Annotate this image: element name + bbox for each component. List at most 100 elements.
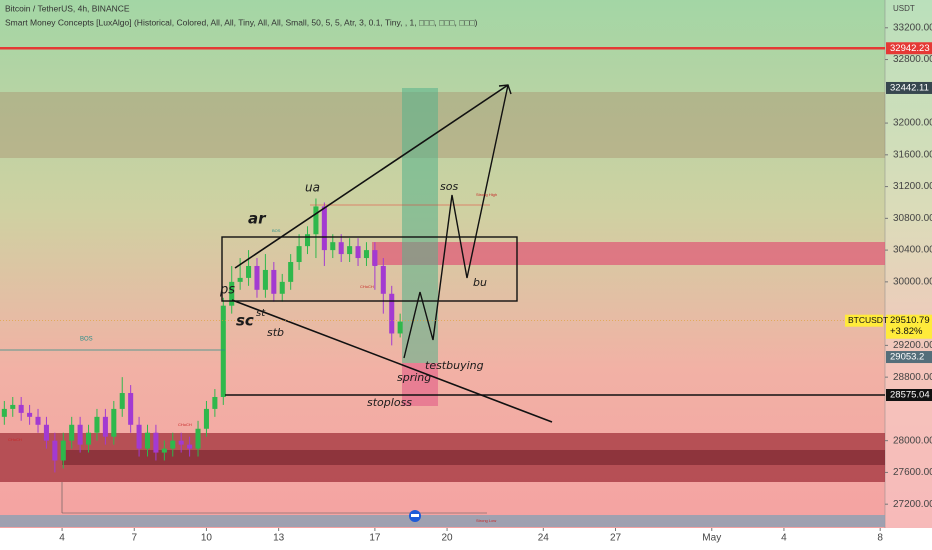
x-tick-label: 27: [610, 533, 622, 544]
candle-body: [363, 250, 369, 259]
price-badge-label: 32442.11: [890, 82, 929, 93]
candle-body: [397, 321, 403, 334]
candle-body: [237, 277, 243, 282]
x-tick-label: 24: [538, 533, 550, 544]
x-tick-label: 13: [273, 533, 285, 544]
candle-body: [161, 448, 167, 453]
supply-zone: [0, 92, 885, 158]
annotation: CHoCH: [178, 422, 192, 427]
candle-body: [94, 416, 100, 433]
candle-body: [144, 432, 151, 449]
candle-body: [10, 404, 16, 409]
candle-body: [86, 432, 92, 445]
y-tick-label: 33200.00: [893, 22, 932, 33]
annotation: sc: [236, 312, 254, 330]
annotation: testbuying: [425, 359, 484, 372]
candle-body: [229, 281, 235, 306]
annotation: BOS: [80, 337, 93, 343]
candle-body: [128, 393, 134, 425]
price-badge-label: 32942.23: [890, 43, 930, 54]
range-box: [221, 236, 518, 302]
candle-body: [69, 424, 75, 441]
annotation: ua: [305, 181, 320, 195]
symbol-badge: [845, 314, 883, 327]
candle-body: [220, 305, 226, 397]
y-tick-label: 27200.00: [893, 499, 932, 510]
annotation: Strong High: [476, 192, 497, 197]
x-tick-label: 7: [131, 533, 137, 544]
y-tick-label: 31200.00: [893, 181, 932, 192]
y-tick-label: 28000.00: [893, 435, 932, 446]
candle-body: [347, 246, 353, 255]
candle-body: [321, 206, 327, 251]
candle-body: [330, 242, 336, 251]
candle-body: [212, 396, 218, 409]
candle-body: [372, 250, 378, 266]
demand-band: [62, 450, 885, 465]
candle-body: [279, 281, 285, 294]
annotation: stoploss: [367, 396, 412, 409]
x-tick-label: 17: [369, 533, 381, 544]
risk-box: [402, 363, 438, 406]
annotation: sos: [440, 180, 458, 193]
x-tick-label: 20: [442, 533, 454, 544]
annotation: bu: [473, 276, 487, 289]
y-tick-label: 27600.00: [893, 467, 932, 478]
candle-body: [203, 408, 209, 429]
annotation: CHoCH: [360, 284, 374, 289]
candle-body: [246, 265, 252, 278]
candle-body: [271, 269, 277, 294]
time-axis: [0, 528, 932, 550]
candle-body: [262, 269, 268, 290]
price-badge: [886, 351, 932, 364]
candle-body: [52, 440, 58, 461]
candle-body: [178, 440, 184, 445]
y-tick-label: 28800.00: [893, 372, 932, 383]
annotation: CHoCH: [8, 437, 22, 442]
candle-body: [60, 440, 66, 461]
candle-body: [389, 293, 395, 334]
candle-body: [18, 404, 24, 413]
candle-body: [27, 412, 33, 417]
x-tick-label: May: [702, 533, 721, 544]
candle-body: [119, 393, 125, 409]
annotation: Strong Low: [476, 518, 496, 523]
candle-body: [102, 416, 108, 437]
annotation: spring: [397, 371, 431, 384]
candle-body: [187, 444, 193, 449]
candle-body: [1, 408, 7, 417]
price-badge: [886, 81, 932, 94]
trend-line: [231, 299, 553, 423]
candle-body: [288, 262, 294, 282]
y-tick-label: 32000.00: [893, 118, 932, 129]
price-badge: [886, 389, 932, 402]
y-tick-label: 32800.00: [893, 54, 932, 65]
indicator-strip: [0, 515, 885, 527]
annotation: st: [256, 308, 266, 319]
candle-body: [338, 242, 344, 255]
x-tick-label: 8: [877, 533, 883, 544]
y-tick-label: 29200.00: [893, 340, 932, 351]
candle-body: [77, 424, 83, 445]
x-tick-label: 4: [59, 533, 65, 544]
currency-label: USDT: [893, 4, 915, 13]
candle-body: [35, 416, 41, 425]
price-badge: [886, 314, 932, 339]
chart-title: Bitcoin / TetherUS, 4h, BINANCE: [5, 3, 130, 13]
indicator-title: Smart Money Concepts [LuxAlgo] (Historic…: [5, 17, 478, 27]
candle-body: [170, 440, 176, 449]
x-tick-label: 10: [201, 533, 213, 544]
annotation: BOS: [272, 228, 281, 233]
candle-body: [111, 408, 117, 437]
trend-line: [234, 84, 509, 269]
candle-body: [313, 206, 319, 235]
event-flag: [411, 514, 419, 517]
candle-body: [296, 246, 302, 263]
arrow-head: [498, 84, 512, 95]
annotation: ps: [219, 283, 235, 298]
x-tick-label: 4: [781, 533, 787, 544]
y-tick-label: 31600.00: [893, 149, 932, 160]
price-badge-label: 28575.04: [890, 390, 930, 401]
annotation: ar: [248, 210, 267, 228]
